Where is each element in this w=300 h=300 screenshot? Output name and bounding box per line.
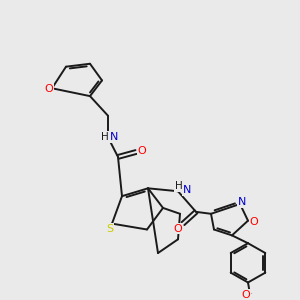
Text: S: S (106, 224, 114, 233)
Text: N: N (238, 197, 246, 207)
Text: H: H (175, 181, 183, 191)
Text: H: H (101, 132, 109, 142)
Text: N: N (183, 185, 191, 195)
Text: O: O (138, 146, 146, 156)
Text: N: N (110, 132, 118, 142)
Text: O: O (250, 217, 258, 227)
Text: O: O (174, 224, 182, 233)
Text: O: O (45, 84, 53, 94)
Text: O: O (242, 290, 250, 300)
